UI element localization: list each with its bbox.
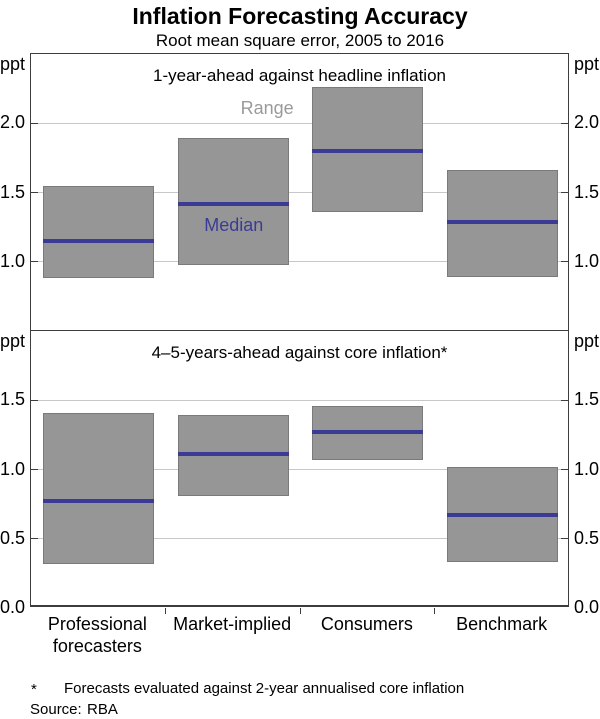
y-tick-mark-right (561, 469, 568, 470)
unit-label-left: ppt (0, 331, 26, 351)
median-line-professional-forecasters (42, 238, 154, 243)
y-tick-label-right: 0.5 (574, 527, 600, 548)
y-tick-mark-left (31, 399, 38, 401)
gridline (31, 469, 568, 470)
x-category-label: Consumers (320, 614, 413, 634)
y-tick-mark-left (31, 192, 38, 193)
unit-label-right: ppt (574, 331, 600, 351)
y-tick-mark-left (31, 261, 38, 263)
median-line-consumers (312, 430, 424, 435)
panel-2: 4–5-years-ahead against core inflation* (30, 330, 569, 607)
y-tick-mark-right (561, 538, 568, 540)
y-tick-label-right: 1.0 (574, 458, 600, 479)
y-tick-mark-right (561, 122, 568, 124)
range-bar-market-implied (177, 138, 289, 265)
range-bar-professional-forecasters (42, 412, 154, 564)
y-tick-mark-right (561, 399, 568, 401)
chart-title: Inflation Forecasting Accuracy (132, 3, 468, 29)
gridline (31, 122, 568, 124)
source-label: Source: (30, 701, 82, 718)
range-bar-benchmark (447, 170, 559, 277)
y-tick-label-left: 1.5 (0, 389, 26, 410)
unit-label-left: ppt (0, 54, 26, 74)
median-line-benchmark (447, 219, 559, 224)
x-tick-mark (434, 608, 436, 614)
y-tick-label-left: 1.5 (0, 181, 26, 202)
x-tick-mark (299, 608, 301, 614)
y-tick-label-right: 1.0 (574, 250, 600, 271)
y-tick-mark-left (31, 538, 38, 540)
y-tick-label-left: 1.0 (0, 250, 26, 271)
range-bar-professional-forecasters (42, 185, 154, 279)
gridline (31, 399, 568, 401)
source-value: RBA (87, 701, 118, 718)
y-tick-label-left: 0.0 (0, 597, 26, 617)
median-series-label: Median (204, 214, 264, 235)
y-tick-mark-right (561, 192, 568, 193)
median-line-professional-forecasters (42, 499, 154, 504)
panel-1: 1-year-ahead against headline inflation (30, 53, 569, 330)
panel-caption: 1-year-ahead against headline inflation (153, 66, 446, 85)
y-tick-label-right: 0.0 (574, 597, 600, 617)
gridline (31, 538, 568, 540)
y-tick-label-left: 2.0 (0, 112, 26, 133)
range-series-label: Range (240, 98, 294, 119)
unit-label-right: ppt (574, 54, 600, 74)
panel-caption: 4–5-years-ahead against core inflation* (151, 343, 448, 362)
x-category-label: Benchmark (456, 614, 548, 634)
median-line-market-implied (177, 452, 289, 457)
chart-subtitle: Root mean square error, 2005 to 2016 (155, 31, 445, 50)
x-category-label: Professional forecasters (47, 614, 147, 656)
y-tick-label-left: 1.0 (0, 458, 26, 479)
x-category-label: Market-implied (173, 614, 292, 634)
median-line-market-implied (177, 201, 289, 206)
y-tick-label-left: 0.5 (0, 527, 26, 548)
gridline (31, 192, 568, 193)
median-line-benchmark (447, 513, 559, 518)
y-tick-mark-right (561, 261, 568, 263)
y-tick-mark-left (31, 469, 38, 470)
y-tick-label-right: 1.5 (574, 181, 600, 202)
footnote-text: Forecasts evaluated against 2-year annua… (64, 680, 465, 697)
y-tick-label-right: 1.5 (574, 389, 600, 410)
footnote-marker: * (31, 681, 37, 698)
gridline (31, 261, 568, 263)
median-line-consumers (312, 148, 424, 153)
x-tick-mark (164, 608, 166, 614)
y-tick-mark-left (31, 122, 38, 124)
y-tick-label-right: 2.0 (574, 112, 600, 133)
